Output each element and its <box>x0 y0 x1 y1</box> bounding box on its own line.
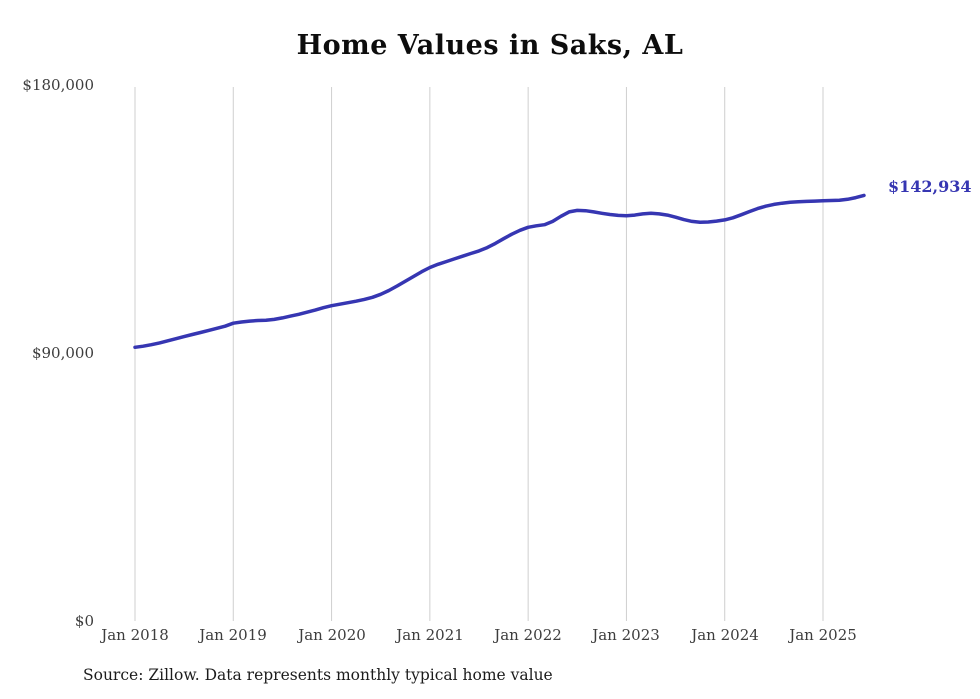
y-axis-tick-90000: $90,000 <box>31 344 94 362</box>
x-axis-tick-jan-2021: Jan 2021 <box>396 626 464 644</box>
latest-value-label: $142,934 <box>888 177 972 196</box>
x-axis-tick-jan-2020: Jan 2020 <box>298 626 366 644</box>
y-axis-tick-0: $0 <box>74 612 94 630</box>
chart-title: Home Values in Saks, AL <box>296 30 684 61</box>
x-axis-tick-jan-2019: Jan 2019 <box>199 626 267 644</box>
source-note: Source: Zillow. Data represents monthly … <box>83 666 553 684</box>
x-axis-tick-jan-2018: Jan 2018 <box>101 626 169 644</box>
y-axis-tick-180000: $180,000 <box>22 76 94 94</box>
x-axis-tick-jan-2023: Jan 2023 <box>592 626 660 644</box>
x-axis-tick-jan-2025: Jan 2025 <box>789 626 857 644</box>
x-axis-tick-jan-2024: Jan 2024 <box>691 626 759 644</box>
x-axis-tick-jan-2022: Jan 2022 <box>494 626 562 644</box>
home-value-series-line <box>133 193 866 350</box>
